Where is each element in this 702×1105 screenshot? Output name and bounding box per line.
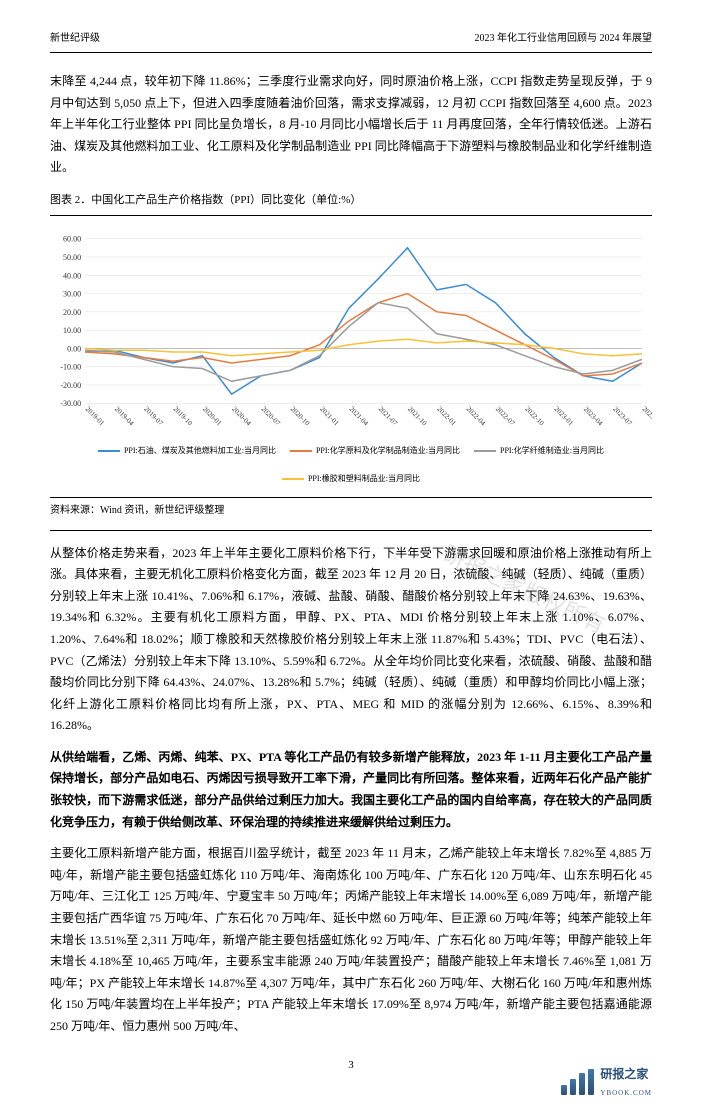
chart-svg: -30.00 -20.00 -10.00 0.00 10.00 20.00 30.00 40.… [50,226,652,436]
svg-text:0.00: 0.00 [67,344,81,353]
logo-bars-icon [561,1069,594,1095]
svg-text:2021-10: 2021-10 [406,405,429,428]
svg-text:2021-07: 2021-07 [377,405,400,428]
legend-label: PPI:橡胶和塑料制品业:当月同比 [308,472,420,486]
header-right: 2023 年化工行业信用回顾与 2024 年展望 [475,30,653,48]
legend-swatch [282,478,304,480]
svg-text:2021-01: 2021-01 [318,405,341,428]
chart-legend: PPI:石油、煤炭及其他燃料加工业:当月同比 PPI:化学原料及化学制品制造业:当… [50,440,652,498]
legend-item: PPI:石油、煤炭及其他燃料加工业:当月同比 [98,444,276,458]
page-header: 新世纪评级 2023 年化工行业信用回顾与 2024 年展望 [50,30,652,53]
svg-text:40.00: 40.00 [63,271,81,280]
svg-text:2019-04: 2019-04 [113,405,136,428]
svg-text:2023-10: 2023-10 [641,405,652,428]
svg-text:2020-04: 2020-04 [230,405,253,428]
svg-text:10.00: 10.00 [63,326,81,335]
para-1: 末降至 4,244 点，较年初下降 11.86%；三季度行业需求向好，同时原油价… [50,71,652,179]
svg-text:2020-07: 2020-07 [260,405,283,428]
svg-text:-30.00: -30.00 [60,399,81,408]
legend-swatch [290,450,312,452]
svg-text:2022-10: 2022-10 [523,405,546,428]
svg-text:2021-04: 2021-04 [347,405,370,428]
header-left: 新世纪评级 [50,30,100,48]
para-3-bold: 从供给端看，乙烯、丙烯、纯苯、PX、PTA 等化工产品仍有较多新增产能释放，20… [50,747,652,833]
legend-label: PPI:化学纤维制造业:当月同比 [500,444,604,458]
para-2: 从整体价格走势来看，2023 年上半年主要化工原料价格下行，下半年受下游需求回暖… [50,543,652,737]
ppi-chart: -30.00 -20.00 -10.00 0.00 10.00 20.00 30.00 40.… [50,226,652,436]
svg-text:2022-04: 2022-04 [465,405,488,428]
chart-title: 图表 2．中国化工产品生产价格指数（PPI）同比变化（单位:%） [50,191,652,216]
watermark-logo: 研报之家 YBOOK.COM [561,1064,652,1099]
para-4: 主要化工原料新增产能方面，根据百川盈孚统计，截至 2023 年 11 月末，乙烯… [50,843,652,1037]
legend-item: PPI:化学原料及化学制品制造业:当月同比 [290,444,460,458]
watermark-sub: YBOOK.COM [600,1087,652,1100]
svg-text:30.00: 30.00 [63,289,81,298]
legend-label: PPI:化学原料及化学制品制造业:当月同比 [316,444,460,458]
legend-item: PPI:橡胶和塑料制品业:当月同比 [282,472,420,486]
svg-text:2020-01: 2020-01 [201,405,224,428]
svg-text:2023-07: 2023-07 [611,405,634,428]
svg-text:2019-07: 2019-07 [142,405,165,428]
svg-text:2022-07: 2022-07 [494,405,517,428]
chart-source: 资料来源：Wind 资讯，新世纪评级整理 [50,498,652,530]
svg-text:2019-10: 2019-10 [172,405,195,428]
watermark-text: 研报之家 [600,1064,652,1086]
svg-text:2019-01: 2019-01 [84,405,107,428]
svg-text:-10.00: -10.00 [60,362,81,371]
svg-text:2023-01: 2023-01 [553,405,576,428]
svg-text:2020-10: 2020-10 [289,405,312,428]
svg-text:20.00: 20.00 [63,308,81,317]
legend-swatch [98,450,120,452]
legend-swatch [474,450,496,452]
svg-text:60.00: 60.00 [63,234,81,243]
legend-item: PPI:化学纤维制造业:当月同比 [474,444,604,458]
svg-text:2022-01: 2022-01 [435,405,458,428]
legend-label: PPI:石油、煤炭及其他燃料加工业:当月同比 [124,444,276,458]
svg-text:50.00: 50.00 [63,253,81,262]
svg-text:2023-04: 2023-04 [582,405,605,428]
svg-text:-20.00: -20.00 [60,381,81,390]
